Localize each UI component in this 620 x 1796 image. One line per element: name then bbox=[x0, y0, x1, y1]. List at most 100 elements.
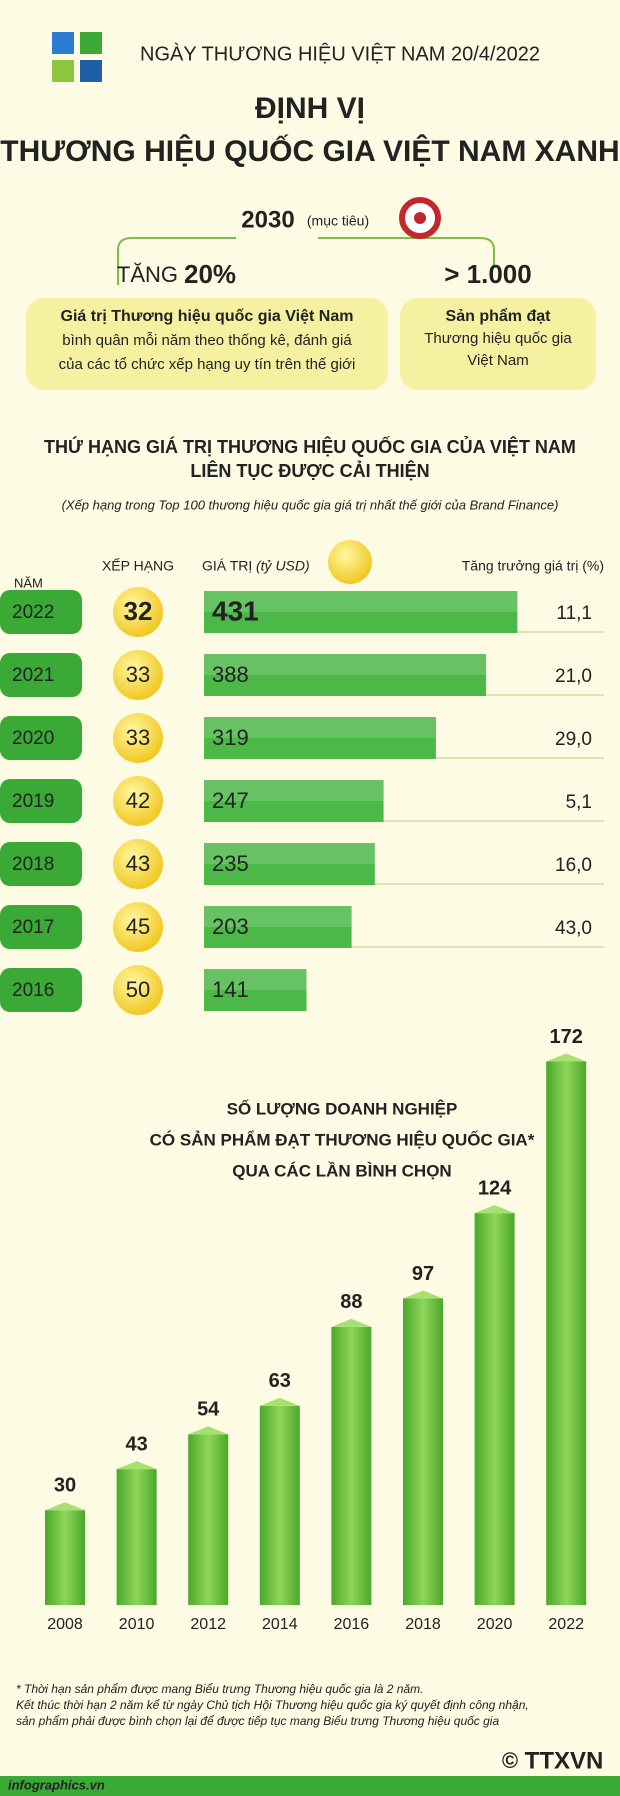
target-box bbox=[400, 298, 596, 390]
target-text: Thương hiệu quốc gia bbox=[424, 330, 572, 347]
value-label: 43 bbox=[125, 1433, 147, 1455]
year-label: 2019 bbox=[12, 791, 54, 812]
rank-badge bbox=[113, 650, 163, 700]
year-label: 2021 bbox=[12, 665, 54, 686]
x-tick-label: 2022 bbox=[548, 1616, 584, 1633]
rank-badge bbox=[113, 713, 163, 763]
chart-subtitle: (Xếp hạng trong Top 100 thương hiệu quốc… bbox=[62, 497, 559, 512]
column-header: XẾP HẠNG bbox=[102, 558, 174, 574]
value-label: 30 bbox=[54, 1474, 76, 1496]
target-year: 2030 bbox=[241, 206, 294, 233]
column-header: NĂM bbox=[14, 575, 43, 590]
column-header: Tăng trưởng giá trị (%) bbox=[462, 558, 604, 574]
bar-top bbox=[331, 1318, 372, 1327]
footnote: sản phẩm phải được bình chọn lại để được… bbox=[16, 1714, 499, 1728]
growth-label: 29,0 bbox=[555, 729, 592, 750]
year-label: 2020 bbox=[12, 728, 54, 749]
bar bbox=[204, 591, 518, 633]
dollar-icon bbox=[328, 540, 372, 584]
site: infographics.vn bbox=[8, 1777, 105, 1792]
bar-top bbox=[474, 1205, 515, 1214]
title: THƯƠNG HIỆU QUỐC GIA VIỆT NAM XANH bbox=[0, 134, 619, 168]
title: ĐỊNH VỊ bbox=[255, 92, 365, 125]
bar-top bbox=[403, 1290, 443, 1299]
bar-shade bbox=[204, 654, 487, 675]
target-box bbox=[26, 298, 388, 390]
rank-badge bbox=[113, 965, 163, 1015]
footer-bar bbox=[0, 1776, 620, 1796]
rank-label: 43 bbox=[126, 851, 150, 876]
bar bbox=[45, 1510, 85, 1605]
value-label: 388 bbox=[212, 662, 249, 687]
target-text: Việt Nam bbox=[467, 352, 528, 369]
value-label: 97 bbox=[412, 1263, 434, 1285]
bar bbox=[204, 906, 352, 948]
growth-label: 43,0 bbox=[555, 918, 592, 939]
connector bbox=[117, 237, 495, 285]
target-text: bình quân mỗi năm theo thống kê, đánh gi… bbox=[62, 332, 352, 349]
value-label: 247 bbox=[212, 788, 249, 813]
logo bbox=[52, 32, 102, 82]
rank-label: 33 bbox=[126, 662, 150, 687]
target-prefix: TĂNG bbox=[117, 262, 178, 287]
bar bbox=[204, 654, 487, 696]
bar-top bbox=[188, 1426, 229, 1435]
x-tick-label: 2018 bbox=[405, 1616, 441, 1633]
x-tick-label: 2014 bbox=[262, 1616, 298, 1633]
rank-label: 50 bbox=[126, 977, 150, 1002]
bar bbox=[474, 1213, 515, 1605]
x-tick-label: 2010 bbox=[119, 1616, 155, 1633]
bar-top bbox=[116, 1461, 157, 1470]
value-label: 141 bbox=[212, 977, 249, 1002]
target-icon bbox=[414, 212, 426, 224]
value-label: 63 bbox=[269, 1370, 291, 1392]
growth-label: 5,1 bbox=[566, 792, 592, 813]
growth-label: 11,1 bbox=[556, 603, 592, 624]
bar-shade bbox=[204, 906, 352, 927]
bar bbox=[204, 969, 307, 1011]
year-tab bbox=[0, 716, 82, 760]
bar bbox=[204, 843, 375, 885]
year-label: 2018 bbox=[12, 854, 54, 875]
bar bbox=[188, 1434, 229, 1605]
year-tab bbox=[0, 842, 82, 886]
x-tick-label: 2020 bbox=[477, 1616, 513, 1633]
target-value: 20% bbox=[184, 259, 236, 289]
bar bbox=[204, 717, 436, 759]
value-label: 431 bbox=[212, 595, 259, 626]
bar bbox=[331, 1326, 372, 1605]
column-header: (tỷ USD) bbox=[256, 558, 310, 574]
bar bbox=[204, 780, 384, 822]
rank-label: 45 bbox=[126, 914, 150, 939]
rank-badge bbox=[113, 587, 163, 637]
target-value: > 1.000 bbox=[444, 259, 531, 289]
bar bbox=[403, 1298, 443, 1605]
footnote: * Thời hạn sản phẩm được mang Biểu trưng… bbox=[16, 1682, 423, 1696]
chart-title: QUA CÁC LẦN BÌNH CHỌN bbox=[232, 1161, 451, 1180]
rank-label: 33 bbox=[126, 725, 150, 750]
year-tab bbox=[0, 905, 82, 949]
rank-label: 32 bbox=[124, 596, 153, 626]
bar-top bbox=[45, 1502, 85, 1511]
bar bbox=[116, 1469, 157, 1605]
target-text: của các tổ chức xếp hạng uy tín trên thế… bbox=[59, 356, 356, 373]
chart-title: THỨ HẠNG GIÁ TRỊ THƯƠNG HIỆU QUỐC GIA CỦ… bbox=[44, 436, 576, 457]
bar-top bbox=[546, 1053, 587, 1062]
year-tab bbox=[0, 968, 82, 1012]
value-label: 124 bbox=[478, 1177, 512, 1199]
year-tab bbox=[0, 779, 82, 823]
rank-badge bbox=[113, 776, 163, 826]
target-heading: Giá trị Thương hiệu quốc gia Việt Nam bbox=[61, 308, 354, 325]
copyright: © bbox=[502, 1748, 518, 1773]
year-label: 2022 bbox=[12, 602, 54, 623]
value-label: 88 bbox=[340, 1291, 362, 1313]
target-note: (mục tiêu) bbox=[307, 213, 369, 229]
event: NGÀY THƯƠNG HIỆU VIỆT NAM 20/4/2022 bbox=[140, 42, 540, 65]
rank-label: 42 bbox=[126, 788, 150, 813]
value-label: 235 bbox=[212, 851, 249, 876]
chart-title: CÓ SẢN PHẨM ĐẠT THƯƠNG HIỆU QUỐC GIA* bbox=[150, 1129, 535, 1149]
growth-label: 21,0 bbox=[555, 666, 592, 687]
rank-badge bbox=[113, 839, 163, 889]
bar-shade bbox=[204, 591, 518, 612]
